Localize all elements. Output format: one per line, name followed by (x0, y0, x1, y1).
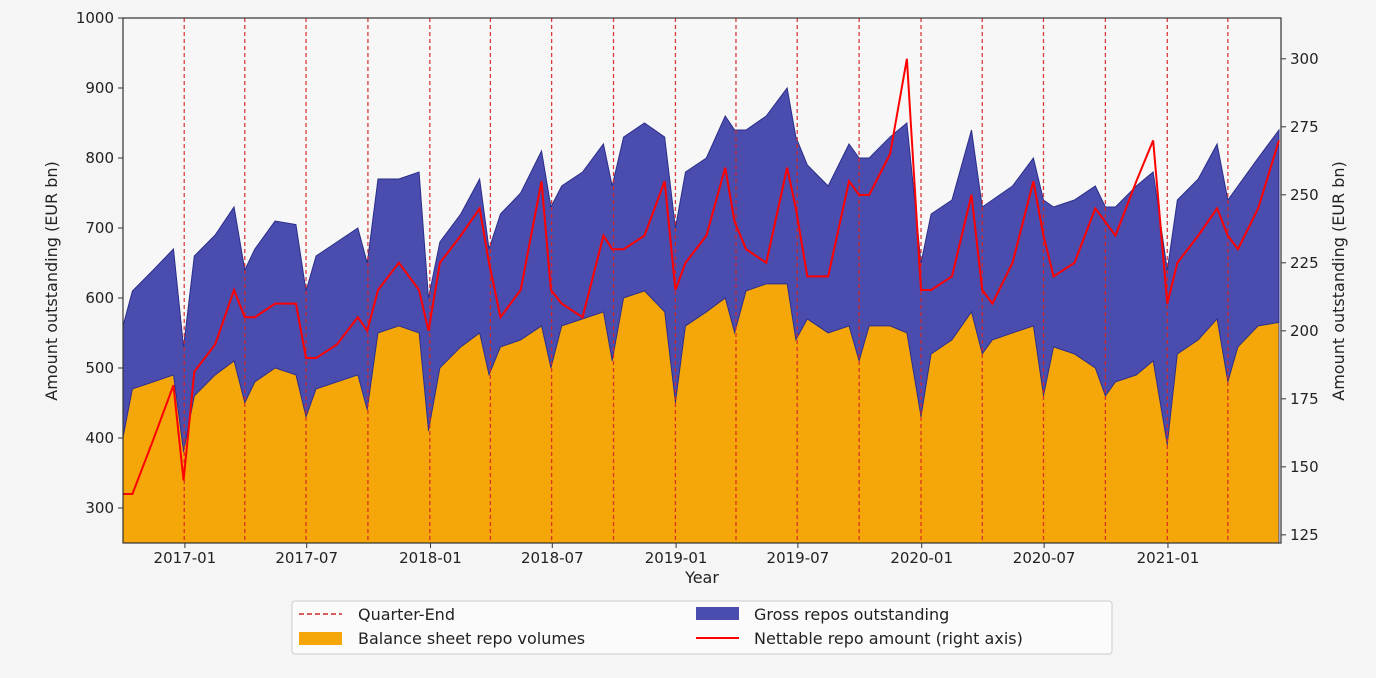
legend-gross-label: Gross repos outstanding (754, 605, 949, 624)
x-tick-label: 2019-01 (645, 549, 708, 567)
plot-frame (122, 17, 1282, 544)
legend-gross-swatch (696, 607, 739, 620)
legend: Quarter-End Balance sheet repo volumes G… (291, 600, 1113, 655)
x-tick-label: 2019-07 (767, 549, 830, 567)
x-tick-label: 2020-07 (1013, 549, 1076, 567)
axes: 2017-01 2017-07 2018-01 2018-07 2019-01 2019-… (76, 9, 1319, 567)
y-tick-label-right: 225 (1290, 254, 1319, 272)
plot-area (122, 18, 1281, 544)
y-tick-label-right: 300 (1290, 50, 1319, 68)
nettable-repo-line (123, 58, 1280, 496)
y-tick-label-left: 300 (85, 499, 114, 517)
y-tick-label-right: 175 (1290, 390, 1319, 408)
legend-balance-sheet-label: Balance sheet repo volumes (358, 629, 585, 648)
x-tick-label: 2020-01 (890, 549, 953, 567)
x-axis-label: Year (684, 568, 719, 587)
y-tick-label-left: 600 (85, 289, 114, 307)
y-tick-label-left: 900 (85, 79, 114, 97)
x-tick-label: 2021-01 (1137, 549, 1200, 567)
y-axis-label-left: Amount outstanding (EUR bn) (42, 161, 61, 401)
x-tick-label: 2018-01 (399, 549, 462, 567)
balance-sheet-area (122, 283, 1280, 544)
x-tick-label: 2017-07 (275, 549, 338, 567)
y-tick-label-right: 125 (1290, 526, 1319, 544)
y-tick-label-left: 400 (85, 429, 114, 447)
legend-balance-sheet-swatch (299, 632, 342, 645)
y-tick-label-left: 800 (85, 149, 114, 167)
y-tick-label-right: 275 (1290, 118, 1319, 136)
y-axis-label-right: Amount outstanding (EUR bn) (1329, 161, 1348, 401)
y-tick-label-left: 1000 (76, 9, 114, 27)
y-tick-label-right: 150 (1290, 458, 1319, 476)
y-tick-label-left: 700 (85, 219, 114, 237)
y-tick-label-right: 200 (1290, 322, 1319, 340)
y-tick-label-right: 250 (1290, 186, 1319, 204)
legend-frame (291, 600, 1113, 655)
y-tick-label-left: 500 (85, 359, 114, 377)
x-tick-label: 2017-01 (154, 549, 217, 567)
legend-quarter-end-label: Quarter-End (358, 605, 455, 624)
legend-nettable-label: Nettable repo amount (right axis) (754, 629, 1023, 648)
x-tick-label: 2018-07 (521, 549, 584, 567)
